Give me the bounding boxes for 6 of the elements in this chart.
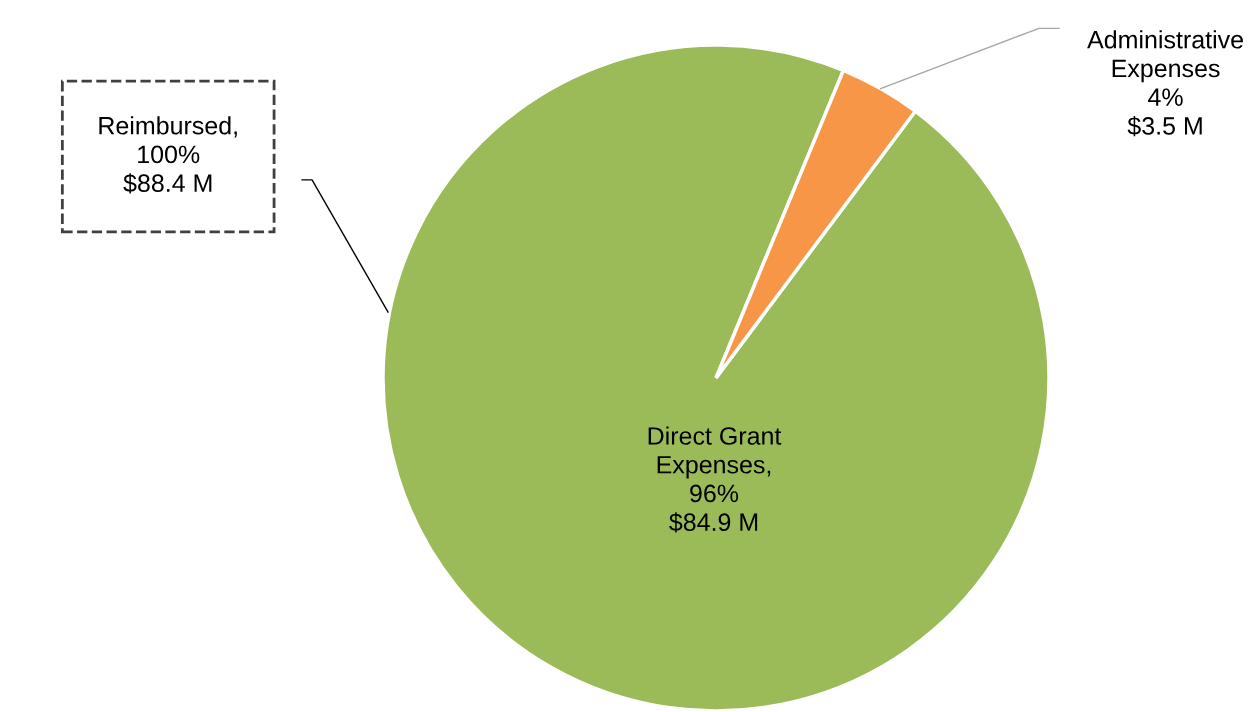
pie-slice <box>381 43 1051 712</box>
data-label: 4% $3.5 M <box>1127 88 1202 137</box>
text: Reimbursed, 100% $88.4 M <box>99 116 237 194</box>
pie-slice <box>714 68 917 380</box>
slice-label: Administrative Expenses <box>1087 30 1243 83</box>
slice-label: Direct Grant Expenses, 96% $84.9 M <box>648 426 782 533</box>
